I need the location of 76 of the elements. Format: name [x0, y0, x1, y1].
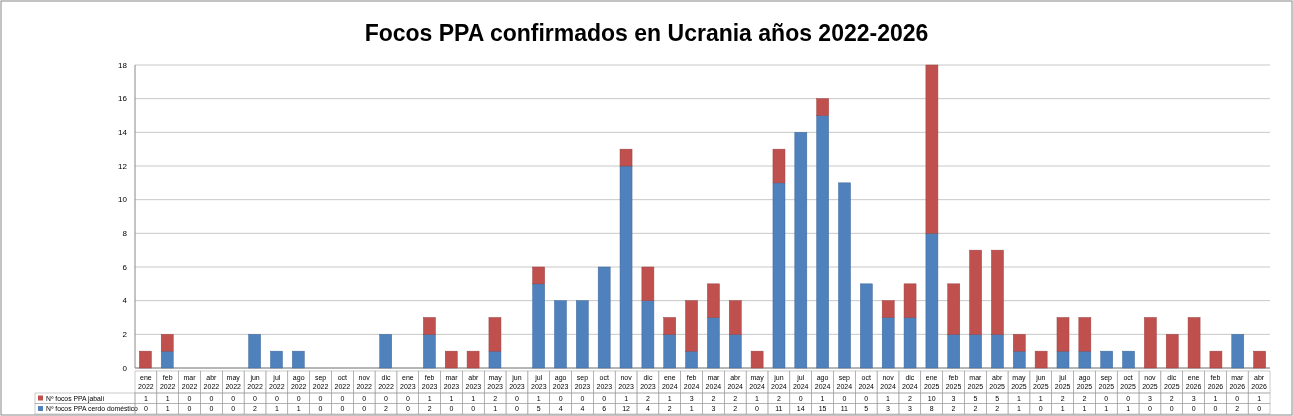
bar: [947, 334, 961, 369]
bar: [1165, 334, 1179, 369]
bar: [1253, 350, 1266, 369]
bar: [1100, 350, 1113, 369]
bar: [685, 350, 698, 369]
bar: [794, 132, 808, 369]
y-tick-label: 16: [118, 94, 128, 104]
bar: [532, 283, 545, 369]
bar: [816, 98, 829, 116]
chart-title: Focos PPA confirmados en Ucrania años 2022-2026: [364, 20, 929, 46]
bar: [466, 350, 480, 369]
bar: [881, 317, 895, 369]
bar: [1056, 317, 1070, 352]
bar: [619, 148, 633, 167]
bar: [816, 115, 829, 369]
bar: [707, 283, 720, 318]
y-tick-label: 12: [118, 161, 128, 171]
bar: [991, 249, 1004, 335]
bar: [488, 350, 502, 369]
y-tick-label: 6: [122, 262, 128, 272]
bar: [729, 334, 742, 369]
bar: [903, 283, 917, 318]
bar: [292, 350, 305, 369]
bar: [1034, 350, 1048, 369]
bar: [1122, 350, 1135, 369]
bar: [641, 300, 655, 369]
bar: [772, 182, 786, 369]
bar: [444, 350, 458, 369]
bar: [685, 300, 698, 352]
y-tick-label: 4: [122, 296, 128, 306]
bar: [619, 165, 633, 369]
y-tick-label: 10: [118, 195, 128, 205]
bar: [663, 317, 676, 335]
y-tick-label: 2: [122, 330, 128, 340]
bar: [488, 317, 502, 352]
bar: [729, 300, 742, 335]
bar: [248, 334, 261, 369]
bar: [838, 182, 851, 369]
bar: [554, 300, 567, 369]
bar: [139, 350, 152, 369]
bar: [663, 334, 676, 369]
bar: [969, 334, 982, 369]
bar: [423, 317, 436, 335]
bar: [707, 317, 720, 369]
bar: [270, 350, 283, 369]
y-tick-label: 8: [122, 229, 128, 239]
bar: [160, 350, 174, 369]
bar: [1056, 350, 1070, 369]
bar: [1209, 350, 1223, 369]
y-tick-label: 14: [118, 128, 128, 138]
bar: [903, 317, 917, 369]
bar: [597, 266, 611, 369]
bar: [1013, 334, 1026, 352]
y-tick-label: 18: [118, 60, 128, 70]
bar: [532, 266, 545, 285]
bar: [1144, 317, 1157, 369]
bar: [925, 233, 939, 369]
bar: [925, 64, 939, 234]
bar: [947, 283, 961, 335]
bar: [379, 334, 392, 369]
bar: [969, 249, 982, 335]
bar: [750, 350, 764, 369]
bar: [576, 300, 589, 369]
y-tick-label: 0: [122, 363, 128, 373]
bar: [641, 266, 655, 301]
bar: [1078, 350, 1092, 369]
bar: [1013, 350, 1026, 369]
bar: [860, 283, 873, 369]
bar: [772, 148, 786, 184]
bar: [881, 300, 895, 318]
bar: [1187, 317, 1201, 369]
bar: [991, 334, 1004, 369]
bar: [160, 334, 174, 352]
bar: [423, 334, 436, 369]
bar: [1231, 334, 1245, 369]
bar: [1078, 317, 1092, 352]
